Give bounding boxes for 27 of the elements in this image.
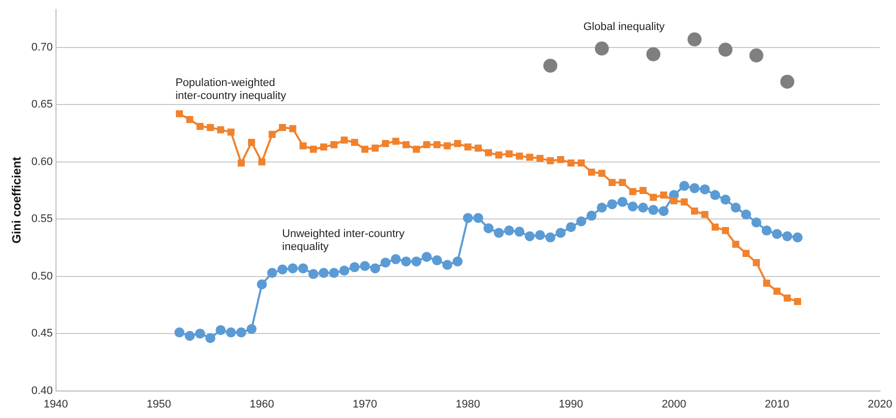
point — [646, 47, 660, 62]
x-tick-label: 1980 — [456, 398, 480, 410]
series-label: Global inequality — [583, 21, 666, 34]
point — [749, 48, 764, 62]
point — [688, 32, 702, 46]
x-tick-label: 1990 — [558, 398, 584, 410]
y-tick-label: 0.50 — [31, 270, 53, 282]
point — [594, 42, 609, 56]
y-tick-label: 0.65 — [31, 98, 53, 111]
x-tick-label: 1940 — [44, 398, 68, 410]
x-tick-label: 1960 — [250, 398, 274, 410]
x-tick-label: 1950 — [146, 398, 172, 410]
x-tick-label: 2020 — [868, 398, 892, 410]
point — [780, 74, 794, 89]
y-tick-label: 0.70 — [31, 41, 53, 54]
series-label: Population-weighted inter-country inequality — [175, 76, 287, 102]
y-tick-label: 0.55 — [31, 213, 53, 226]
y-tick-label: 0.60 — [31, 156, 53, 168]
x-tick-label: 1970 — [352, 398, 378, 410]
x-tick-label: 2010 — [764, 398, 790, 410]
point — [718, 42, 732, 57]
point — [543, 58, 558, 73]
y-tick-label: 0.45 — [31, 328, 53, 340]
y-axis-title: Gini coefficient — [10, 156, 24, 244]
y-tick-label: 0.40 — [31, 384, 53, 397]
series-label: Unweighted inter-country inequality — [282, 228, 405, 253]
x-tick-label: 2000 — [662, 398, 686, 410]
